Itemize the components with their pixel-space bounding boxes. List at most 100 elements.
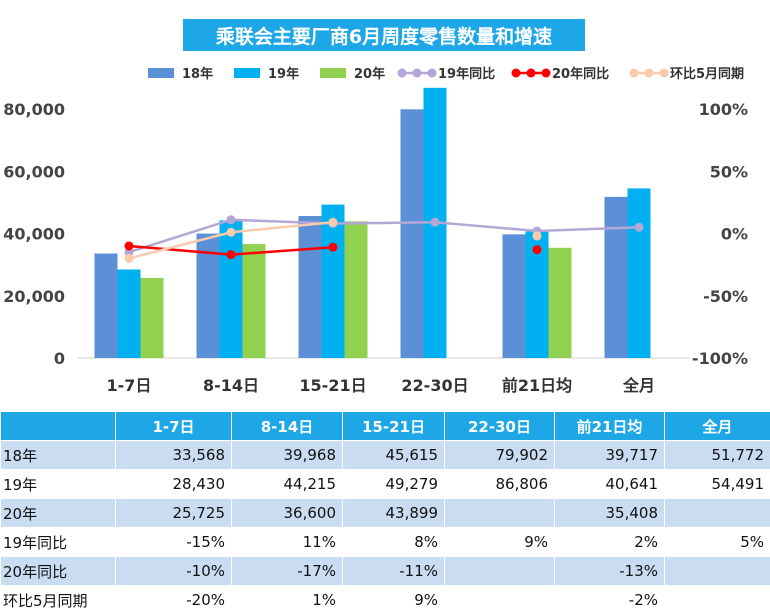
- table-cell: [665, 557, 770, 586]
- bar: [141, 278, 164, 358]
- x-tick-label: 15-21日: [299, 376, 366, 395]
- table-cell: 8%: [343, 528, 445, 557]
- table-cell: 9%: [343, 586, 445, 615]
- bar: [243, 244, 266, 358]
- table-cell: 45,615: [343, 441, 445, 470]
- row-label: 19年同比: [1, 528, 116, 557]
- row-label: 18年: [1, 441, 116, 470]
- table-cell: 36,600: [232, 499, 343, 528]
- table-row: 19年 28,430 44,215 49,279 86,806 40,641 5…: [1, 470, 770, 499]
- line-point: [533, 245, 542, 254]
- row-label: 20年同比: [1, 557, 116, 586]
- table-header-cell: 22-30日: [445, 412, 555, 441]
- row-label: 20年: [1, 499, 116, 528]
- right-axis-tick-label: -50%: [703, 287, 748, 306]
- line-point: [431, 218, 440, 227]
- left-axis-tick-label: 80,000: [3, 100, 65, 119]
- table-cell: [445, 499, 555, 528]
- left-axis-tick-label: 60,000: [3, 162, 65, 181]
- bar: [401, 109, 424, 358]
- x-axis-labels: 1-7日 8-14日 15-21日 22-30日 前21日均 全月: [107, 376, 655, 395]
- line-point: [227, 215, 236, 224]
- right-axis-tick-label: -100%: [692, 349, 748, 368]
- table-cell: 43,899: [343, 499, 445, 528]
- bar: [95, 254, 118, 358]
- table-row: 20年同比 -10% -17% -11% -13%: [1, 557, 770, 586]
- table-row: 环比5月同期 -20% 1% 9% -2%: [1, 586, 770, 615]
- table-cell: -11%: [343, 557, 445, 586]
- table-cell: 54,491: [665, 470, 770, 499]
- right-axis-ticks: -100%-50%0%50%100%: [692, 100, 748, 368]
- left-axis-tick-label: 20,000: [3, 287, 65, 306]
- line-point: [227, 228, 236, 237]
- right-axis-tick-label: 100%: [699, 100, 748, 119]
- bar: [503, 234, 526, 358]
- table-cell: [445, 586, 555, 615]
- legend-label: 19年同比: [438, 66, 495, 82]
- table-cell: [665, 499, 770, 528]
- legend-marker: [542, 69, 551, 78]
- table-cell: 39,717: [555, 441, 665, 470]
- table-row: 18年 33,568 39,968 45,615 79,902 39,717 5…: [1, 441, 770, 470]
- legend-swatch: [234, 68, 260, 78]
- bar: [118, 270, 141, 358]
- row-label: 19年: [1, 470, 116, 499]
- legend-marker: [645, 69, 654, 78]
- table-cell: -13%: [555, 557, 665, 586]
- table-header-cell: [1, 412, 116, 441]
- left-axis-ticks: 0 20,000 40,000 60,000 80,000: [3, 100, 65, 368]
- left-axis-tick-label: 40,000: [3, 225, 65, 244]
- table-cell: 1%: [232, 586, 343, 615]
- x-tick-label: 前21日均: [502, 376, 572, 395]
- bar: [345, 221, 368, 358]
- table-header-cell: 1-7日: [116, 412, 232, 441]
- legend-label: 20年同比: [552, 66, 609, 82]
- x-tick-label: 22-30日: [401, 376, 468, 395]
- x-tick-label: 8-14日: [203, 376, 259, 395]
- legend-swatch: [148, 68, 174, 78]
- bar: [299, 216, 322, 358]
- data-table: 1-7日 8-14日 15-21日 22-30日 前21日均 全月 18年 33…: [0, 411, 770, 615]
- left-axis-tick-label: 0: [54, 349, 65, 368]
- table-cell: 40,641: [555, 470, 665, 499]
- legend-marker: [398, 69, 407, 78]
- x-tick-label: 1-7日: [107, 376, 152, 395]
- table-cell: 9%: [445, 528, 555, 557]
- table-cell: [445, 557, 555, 586]
- legend-label: 19年: [268, 66, 299, 82]
- table-cell: -20%: [116, 586, 232, 615]
- bar: [549, 248, 572, 358]
- bar: [220, 220, 243, 358]
- table-cell: 79,902: [445, 441, 555, 470]
- line-point: [227, 250, 236, 259]
- table-row: 20年 25,725 36,600 43,899 35,408: [1, 499, 770, 528]
- x-tick-label: 全月: [622, 376, 655, 395]
- table-cell: 11%: [232, 528, 343, 557]
- table-cell: 49,279: [343, 470, 445, 499]
- legend-marker: [428, 69, 437, 78]
- table-header-cell: 8-14日: [232, 412, 343, 441]
- legend-label: 18年: [182, 66, 213, 82]
- line-point: [329, 218, 338, 227]
- line-point: [125, 254, 134, 263]
- row-label: 环比5月同期: [1, 586, 116, 615]
- legend-label: 20年: [354, 66, 385, 82]
- line-point: [635, 223, 644, 232]
- legend-swatch: [320, 68, 346, 78]
- table-cell: -2%: [555, 586, 665, 615]
- table-header-row: 1-7日 8-14日 15-21日 22-30日 前21日均 全月: [1, 412, 770, 441]
- line-point: [329, 243, 338, 252]
- bar: [605, 197, 628, 358]
- legend-marker: [660, 69, 669, 78]
- table-cell: -17%: [232, 557, 343, 586]
- table-header-cell: 全月: [665, 412, 770, 441]
- table-cell: 28,430: [116, 470, 232, 499]
- table-cell: 33,568: [116, 441, 232, 470]
- table-row: 19年同比 -15% 11% 8% 9% 2% 5%: [1, 528, 770, 557]
- bar: [628, 188, 651, 358]
- legend-marker: [527, 69, 536, 78]
- line-point: [125, 241, 134, 250]
- line-point: [533, 231, 542, 240]
